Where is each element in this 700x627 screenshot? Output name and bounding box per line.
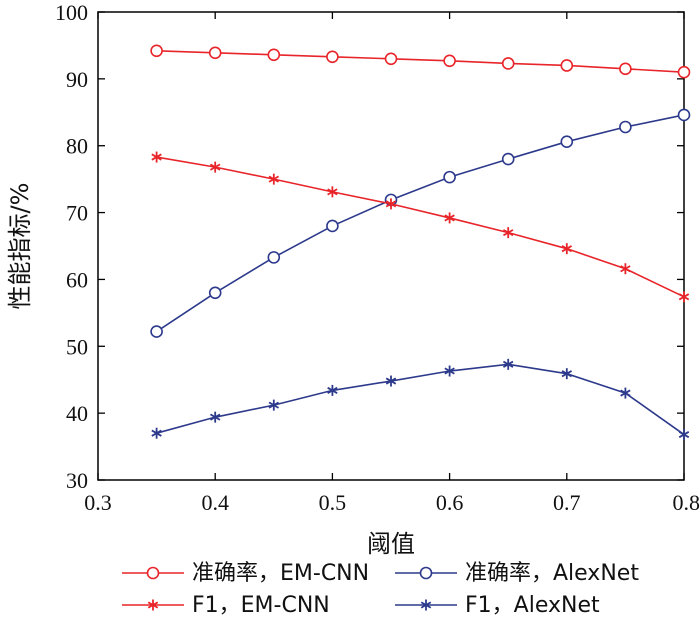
- data-point: [444, 365, 455, 377]
- x-tick-label: 0.4: [201, 490, 229, 515]
- data-point: [444, 212, 455, 224]
- data-point: [678, 291, 690, 303]
- data-point: [619, 120, 632, 134]
- chart-axes: 0.3 0.4 0.5 0.6 0.7 0.8 30 40 50 60 70 80 90 100: [55, 0, 700, 515]
- series-line: [156, 49, 685, 73]
- legend-marker: [420, 599, 432, 611]
- data-point: [677, 65, 691, 79]
- legend-item: 准确率，AlexNet: [395, 561, 639, 586]
- series-1: [150, 108, 691, 338]
- data-point: [443, 54, 456, 68]
- series-3: [151, 358, 690, 441]
- data-point: [267, 251, 281, 264]
- data-point: [678, 429, 690, 441]
- data-point: [151, 427, 162, 439]
- data-point: [501, 152, 515, 166]
- data-point: [561, 368, 573, 380]
- legend-marker: [419, 566, 433, 580]
- legend: 准确率，EM-CNN 准确率，AlexNet F1，EM-CNN F1，AlexNet: [122, 561, 639, 618]
- data-point: [501, 57, 515, 70]
- y-tick-label: 70: [66, 201, 88, 226]
- series-line: [156, 156, 685, 298]
- data-point: [327, 186, 338, 198]
- x-tick-label: 0.3: [84, 490, 112, 515]
- data-point: [502, 358, 514, 370]
- data-point: [561, 243, 573, 255]
- x-tick-label: 0.6: [436, 490, 464, 515]
- y-axis-label: 性能指标/%: [6, 183, 34, 310]
- data-point: [208, 286, 222, 300]
- x-tick-label: 0.5: [319, 490, 347, 515]
- data-point: [268, 173, 280, 185]
- data-point: [209, 411, 221, 423]
- data-point: [327, 384, 338, 396]
- y-tick-label: 50: [66, 334, 88, 359]
- y-tick-label: 80: [66, 134, 88, 159]
- series-line: [156, 363, 685, 436]
- y-tick-label: 100: [55, 0, 88, 25]
- y-tick-label: 90: [66, 67, 88, 92]
- legend-label: F1，AlexNet: [465, 593, 600, 618]
- data-point: [502, 227, 514, 239]
- data-point: [268, 399, 280, 411]
- x-tick-label: 0.7: [553, 490, 581, 515]
- data-point: [560, 59, 574, 72]
- data-point: [326, 50, 339, 64]
- data-point: [385, 198, 397, 210]
- legend-label: F1，EM-CNN: [192, 593, 330, 618]
- legend-item: F1，EM-CNN: [122, 593, 330, 618]
- legend-item: F1，AlexNet: [395, 593, 600, 618]
- legend-label: 准确率，EM-CNN: [192, 561, 369, 586]
- y-tick-label: 40: [66, 401, 88, 426]
- data-point: [150, 325, 163, 338]
- data-point: [326, 219, 339, 233]
- data-point: [208, 46, 222, 60]
- data-point: [209, 161, 221, 173]
- x-axis-label: 阈值: [367, 530, 415, 558]
- series-0: [150, 44, 691, 79]
- legend-item: 准确率，EM-CNN: [122, 561, 369, 586]
- y-tick-label: 30: [66, 468, 88, 493]
- data-point: [620, 263, 631, 275]
- series-2: [151, 151, 690, 303]
- data-point: [677, 108, 691, 122]
- data-point: [619, 62, 632, 76]
- data-point: [620, 387, 631, 399]
- y-tick-label: 60: [66, 267, 88, 292]
- data-point: [151, 151, 162, 163]
- plot-frame: [97, 11, 685, 481]
- data-point: [150, 44, 163, 58]
- series-layer: [150, 44, 691, 441]
- data-point: [385, 375, 397, 387]
- series-line: [156, 114, 685, 333]
- legend-label: 准确率，AlexNet: [465, 561, 639, 586]
- x-tick-label: 0.8: [673, 490, 700, 515]
- data-point: [267, 48, 281, 62]
- legend-marker: [146, 566, 160, 580]
- data-point: [560, 135, 574, 149]
- legend-marker: [147, 599, 159, 611]
- data-point: [384, 52, 398, 66]
- data-point: [443, 170, 456, 184]
